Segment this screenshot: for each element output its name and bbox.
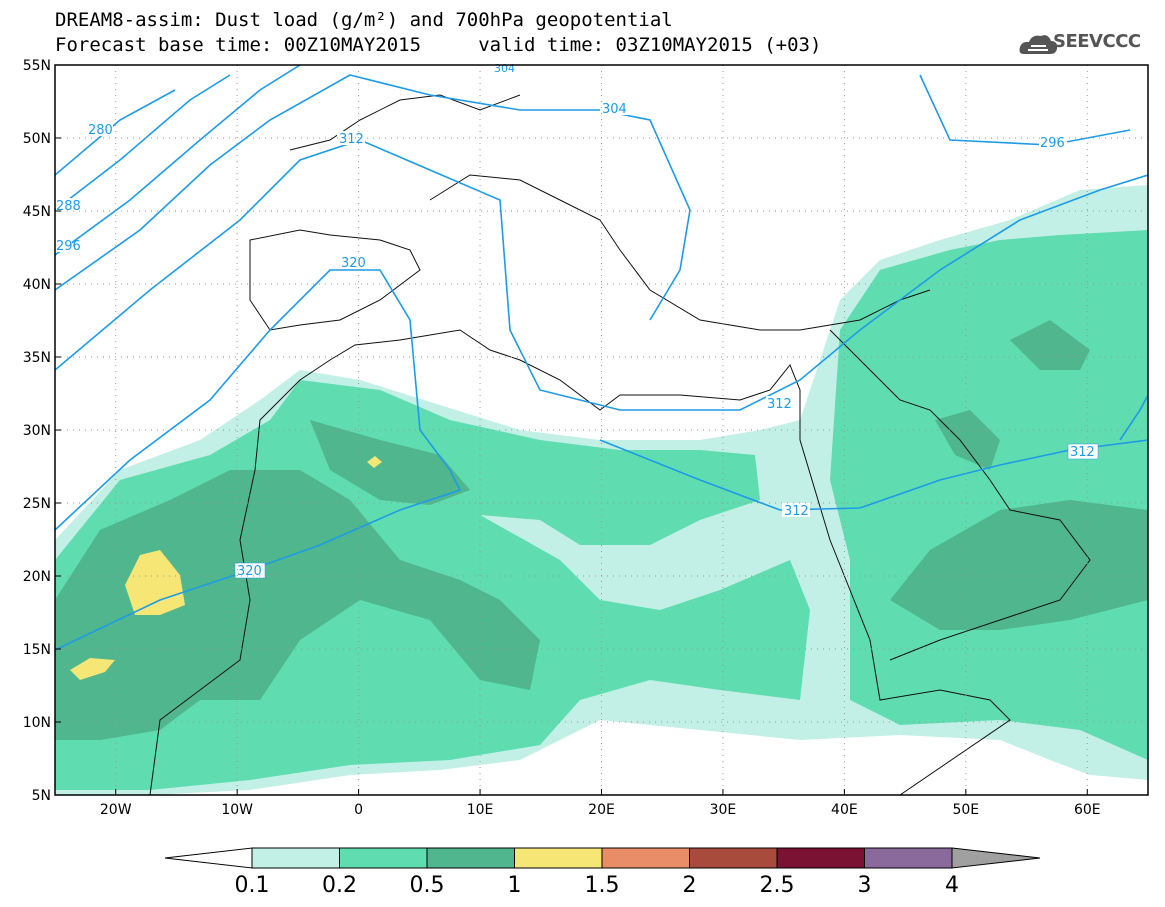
colorbar-swatch [251, 847, 340, 869]
colorbar-label: 4 [945, 873, 959, 898]
contour-312-south [599, 439, 1148, 511]
colorbar-label: 2 [682, 873, 697, 898]
map-subtitle: Forecast base time: 00Z10MAY2015 valid t… [55, 34, 822, 56]
lat-axis: 5N 10N 15N 20N 25N 30N 35N 40N 45N 50N 55N [23, 58, 61, 804]
colorbar-swatch [689, 847, 778, 869]
colorbar-label: 0.5 [409, 873, 445, 898]
lat-tick-label: 45N [23, 204, 51, 220]
colorbar-swatch [864, 847, 953, 869]
colorbar-swatch [601, 847, 690, 869]
lat-tick-label: 25N [23, 496, 51, 512]
contour-280 [55, 89, 176, 176]
contour-296-east [919, 74, 1131, 146]
lat-tick-label: 30N [23, 423, 51, 439]
contour-288 [55, 74, 231, 211]
lon-tick-label: 20E [588, 802, 615, 818]
contour-label: 312 [784, 504, 809, 519]
colorbar-swatch [776, 847, 865, 869]
colorbar-swatch [426, 847, 515, 869]
contour-label: 304 [494, 62, 515, 75]
contour-296 [55, 65, 301, 256]
dust-band-max [125, 550, 185, 615]
colorbar-label: 2.5 [759, 873, 795, 898]
dust-band-heavy-east [890, 500, 1148, 630]
contour-304 [55, 74, 691, 321]
logo-text: SEEVCCC [1053, 31, 1141, 52]
colorbar-swatch [339, 847, 428, 869]
contour-labels: 280 288 296 304 312 320 320 312 312 312 … [56, 62, 1099, 579]
colorbar [164, 847, 1041, 869]
lat-tick-label: 55N [23, 58, 51, 74]
lat-tick-label: 35N [23, 350, 51, 366]
contour-label: 296 [56, 239, 81, 254]
lat-tick-label: 15N [23, 642, 51, 658]
lon-tick-label: 40E [831, 802, 858, 818]
lon-tick-label: 10W [221, 802, 253, 818]
colorbar-left-tip [164, 847, 253, 869]
colorbar-label: 1 [507, 873, 522, 898]
dust-band-heavy-gulf [935, 410, 1000, 470]
lon-tick-label: 50E [952, 802, 979, 818]
dust-band-max-3 [367, 456, 382, 468]
contour-label: 312 [339, 132, 364, 147]
lat-tick-label: 10N [23, 715, 51, 731]
contour-320 [55, 269, 462, 651]
cloud-icon [1019, 35, 1058, 54]
lon-tick-label: 20W [100, 802, 132, 818]
dust-band-heavy-north [310, 420, 470, 505]
contour-label: 312 [767, 397, 792, 412]
lat-tick-label: 20N [23, 569, 51, 585]
contour-label: 296 [1040, 136, 1065, 151]
lon-tick-label: 60E [1074, 802, 1101, 818]
lon-axis: 20W 10W 0 10E 20E 30E 40E 50E 60E [100, 789, 1101, 818]
contour-312-east [1119, 394, 1148, 441]
contour-label: 312 [1070, 445, 1095, 460]
lon-tick-label: 30E [710, 802, 737, 818]
contour-label: 304 [602, 102, 627, 117]
contour-label: 280 [88, 123, 113, 138]
coastlines [149, 94, 1091, 795]
dust-fields [55, 185, 1148, 795]
colorbar-swatch [514, 847, 603, 869]
colorbar-label: 3 [857, 873, 872, 898]
lat-tick-label: 40N [23, 277, 51, 293]
lon-tick-label: 0 [354, 802, 363, 818]
contour-label: 320 [341, 256, 366, 271]
dust-band-max-2 [70, 658, 115, 680]
lat-tick-label: 50N [23, 131, 51, 147]
geopotential-contours [55, 65, 1148, 651]
gridlines [55, 65, 1148, 795]
colorbar-label: 1.5 [584, 873, 620, 898]
colorbar-right-tip [951, 847, 1041, 869]
lon-tick-label: 10E [467, 802, 494, 818]
dust-band-heavy [55, 470, 540, 740]
colorbar-label: 0.2 [322, 873, 357, 898]
map-title: DREAM8-assim: Dust load (g/m²) and 700hP… [55, 9, 673, 31]
contour-label: 288 [56, 199, 81, 214]
contour-label: 320 [237, 564, 262, 579]
lat-tick-label: 5N [32, 788, 51, 804]
dust-band-mid-east [830, 230, 1148, 760]
contour-312 [55, 139, 1148, 411]
colorbar-label: 0.1 [234, 873, 270, 898]
